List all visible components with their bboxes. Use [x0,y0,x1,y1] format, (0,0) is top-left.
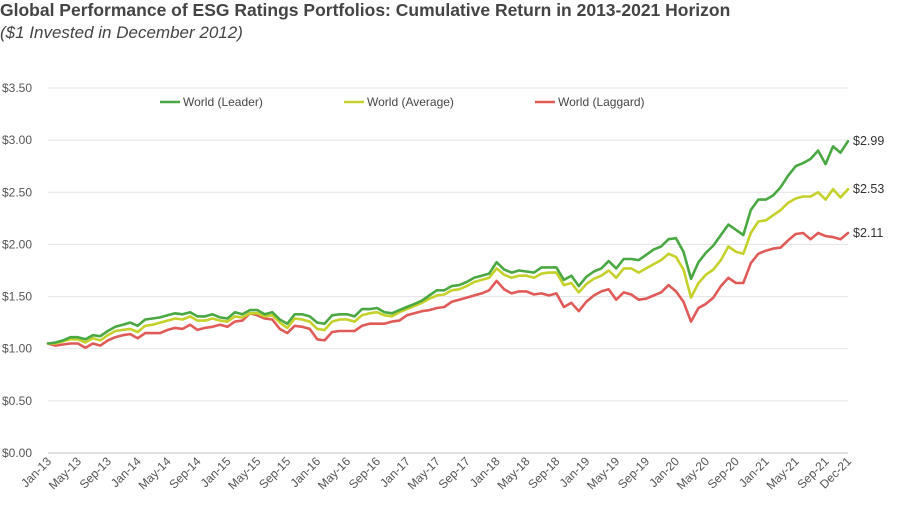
x-tick-label: May-17 [405,454,443,492]
y-axis: $0.00 $0.50 $1.00 $1.50 $2.00 $2.50 $3.00 $3.50 [2,81,32,460]
y-tick-label: $2.00 [2,237,32,251]
x-tick-label: May-15 [225,454,263,492]
end-value-label: $2.53 [853,182,884,196]
x-tick-label: May-20 [674,454,712,492]
x-tick-label: Sep-19 [615,454,652,491]
x-tick-label: May-19 [584,454,622,492]
series-line-2 [46,231,850,350]
y-tick-label: $3.50 [2,81,32,95]
x-tick-label: Sep-13 [77,454,114,491]
x-tick-label: May-21 [764,454,802,492]
series-line-1 [46,187,850,345]
y-tick-label: $2.50 [2,185,32,199]
legend-label: World (Laggard) [558,95,644,109]
legend-label: World (Average) [367,95,454,109]
series-line-0 [46,139,850,345]
series-lines [46,139,850,350]
x-tick-label: Sep-15 [256,454,293,491]
y-tick-label: $0.00 [2,446,32,460]
x-tick-label: May-18 [494,454,532,492]
chart-title: Global Performance of ESG Ratings Portfo… [0,0,731,20]
chart-subtitle: ($1 Invested in December 2012) [0,23,243,42]
x-tick-label: Sep-18 [525,454,562,491]
x-tick-label: Sep-20 [705,454,742,491]
legend-label: World (Leader) [183,95,263,109]
x-tick-label: Sep-17 [436,454,473,491]
end-value-label: $2.99 [853,134,884,148]
x-tick-label: May-16 [315,454,353,492]
x-tick-label: May-13 [46,454,84,492]
x-tick-label: Sep-14 [166,454,203,491]
end-labels: $2.99 $2.53 $2.11 [853,134,884,240]
y-tick-label: $1.00 [2,342,32,356]
x-axis: Jan-13May-13Sep-13Jan-14May-14Sep-14Jan-… [18,454,854,492]
x-tick-label: May-14 [136,454,174,492]
y-tick-label: $3.00 [2,133,32,147]
gridlines [48,87,848,454]
y-tick-label: $0.50 [2,394,32,408]
legend: World (Leader) World (Average) World (Lagg… [160,95,644,109]
y-tick-label: $1.50 [2,290,32,304]
x-tick-label: Sep-16 [346,454,383,491]
end-value-label: $2.11 [853,226,883,240]
